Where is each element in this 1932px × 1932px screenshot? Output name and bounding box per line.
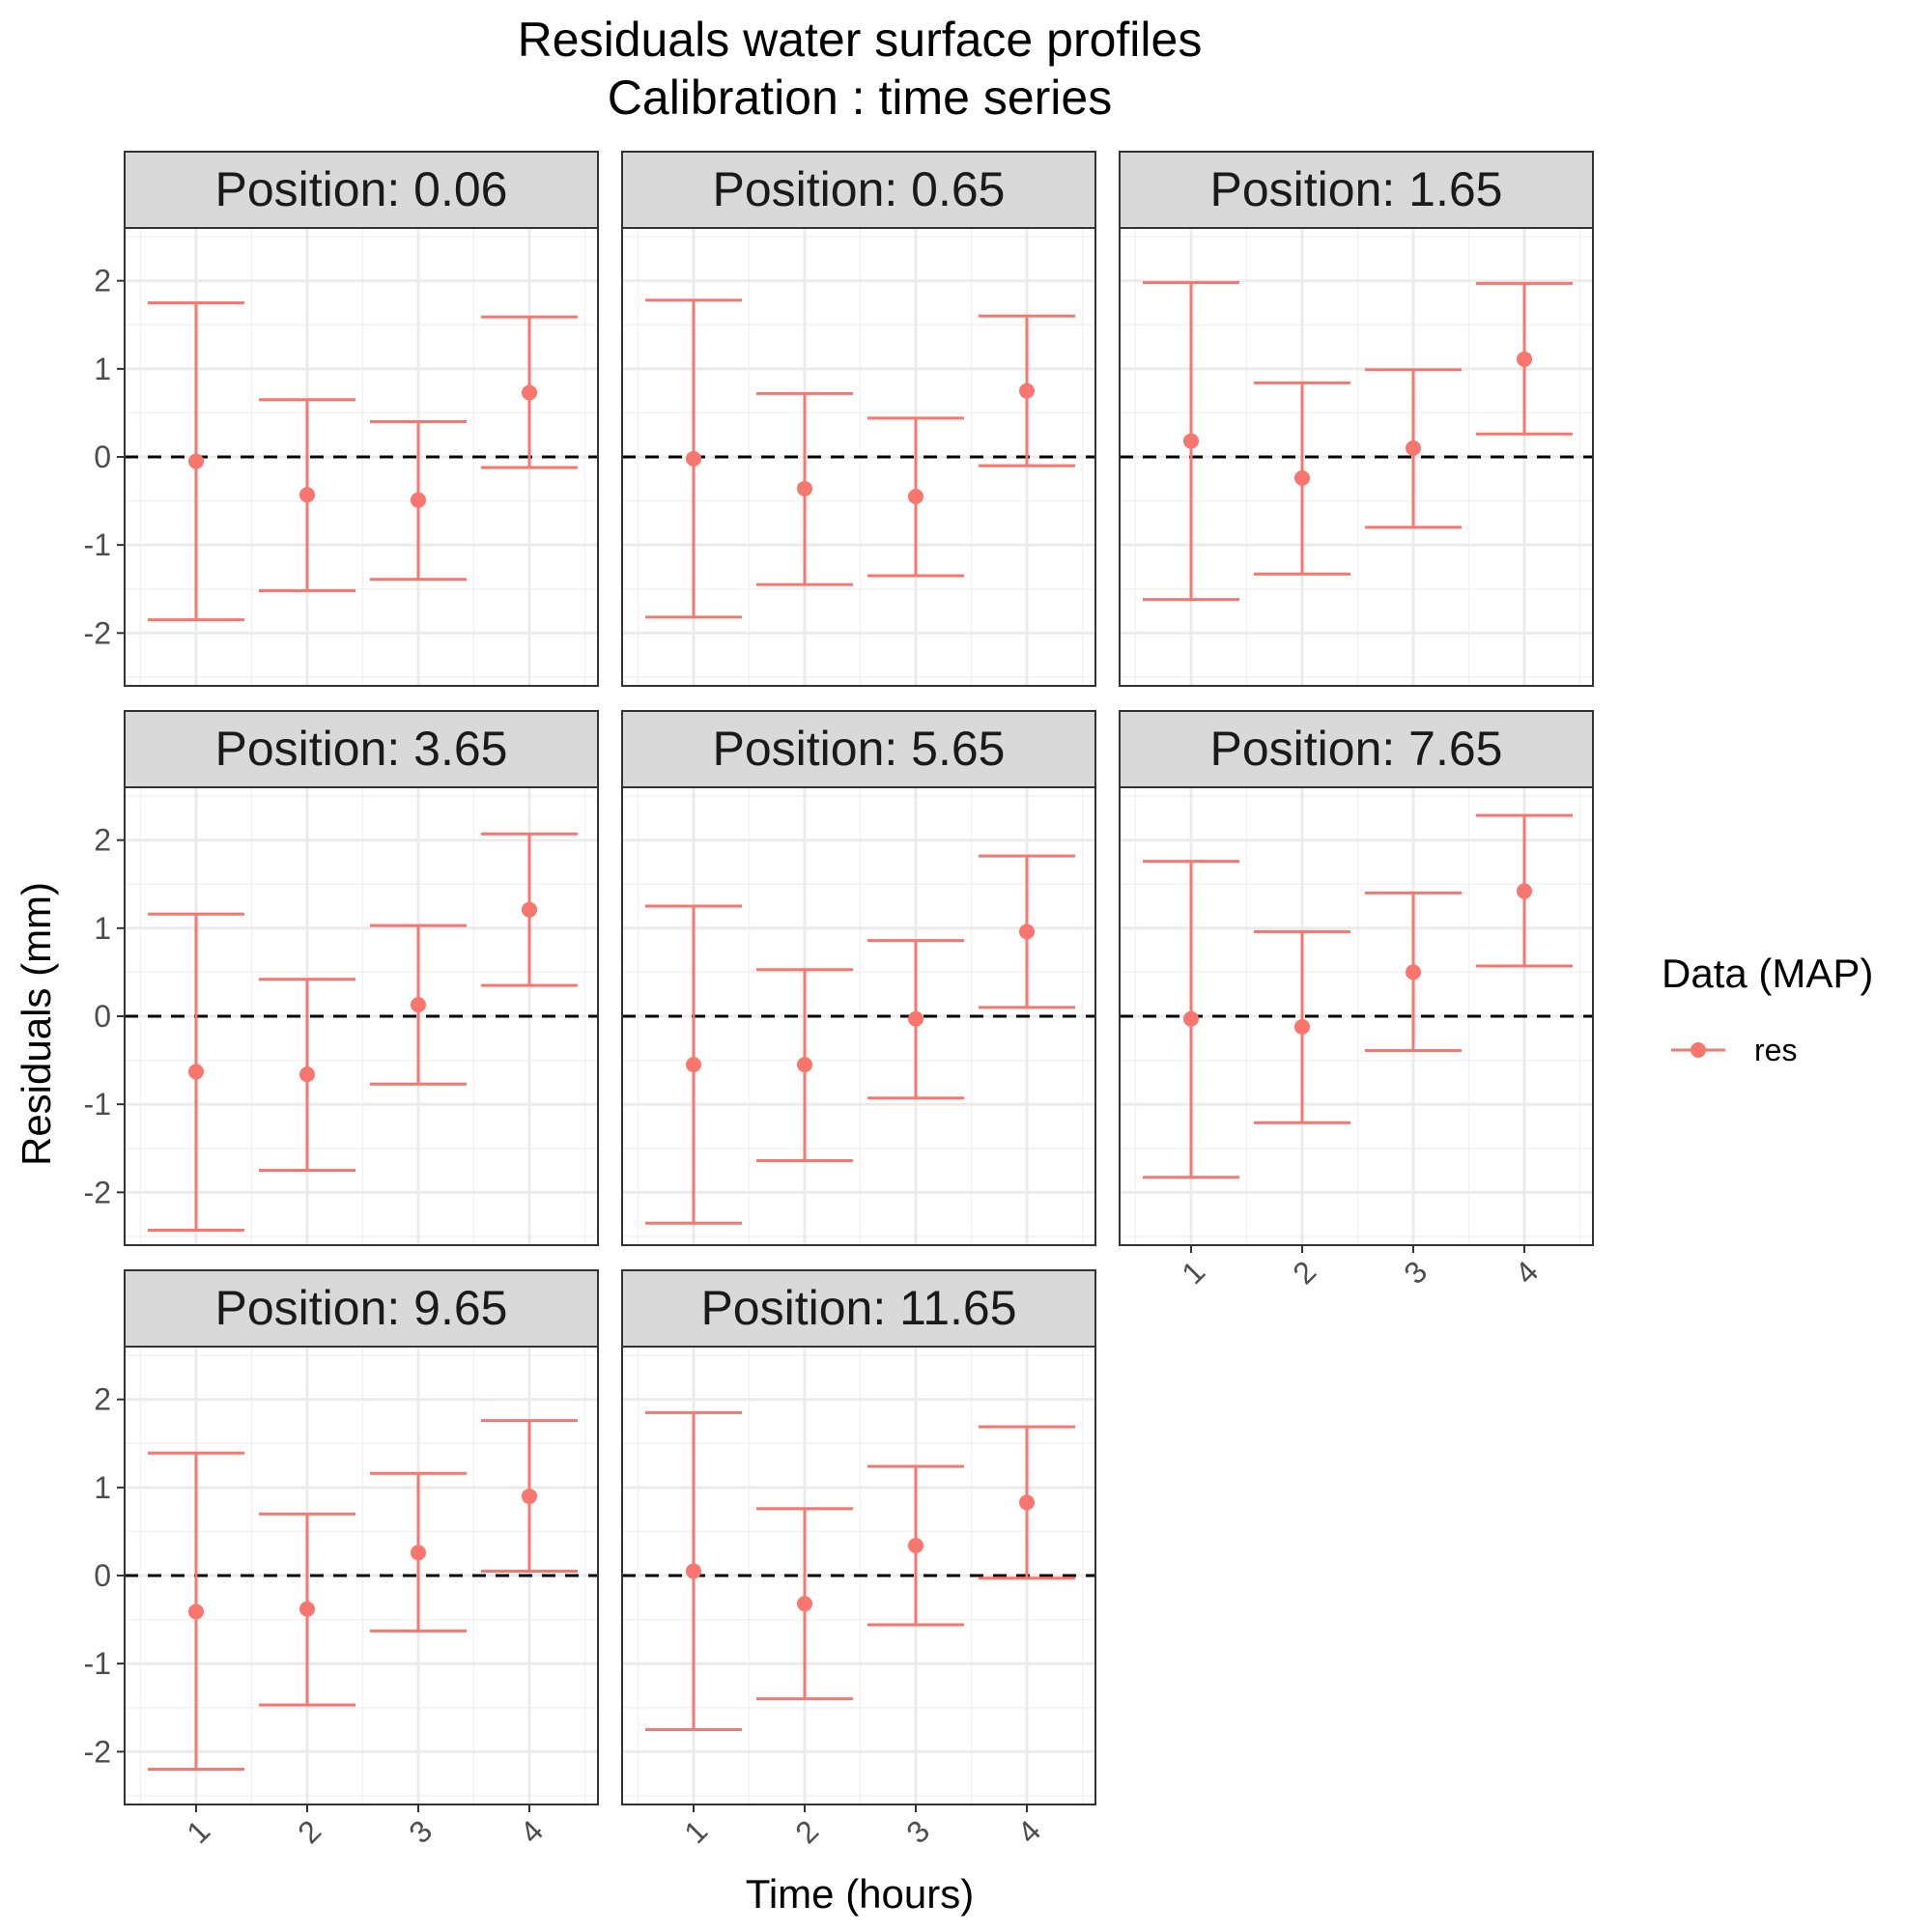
chart-title-line1: Residuals water surface profiles (518, 13, 1203, 67)
panel-border (1119, 786, 1594, 1246)
residual-point (908, 489, 923, 505)
residual-point (1406, 964, 1421, 980)
chart-title-line2: Calibration : time series (608, 71, 1112, 125)
panel-border (1119, 227, 1594, 687)
facet-panel: Position: 9.65 2 1 0 -1 -2 1 2 3 4 (84, 1269, 599, 1850)
residual-point (797, 1596, 812, 1612)
residual-point (299, 1066, 315, 1083)
residual-point (411, 997, 426, 1013)
y-tick-label: 0 (94, 999, 111, 1034)
residual-point (1294, 469, 1310, 486)
facet-strip (124, 1269, 599, 1348)
residual-point (908, 1538, 923, 1554)
x-tick-label: 2 (291, 1813, 327, 1850)
y-tick-label: -2 (84, 615, 111, 650)
facet-strip-label: Position: 1.65 (1210, 162, 1503, 216)
residual-point (188, 453, 204, 469)
x-tick-label: 1 (1175, 1254, 1211, 1291)
facet-panels: Position: 0.06 2 1 0 -1 -2 Position: 0.65 Posit… (84, 151, 1594, 1850)
facet-strip-label: Position: 7.65 (1210, 722, 1503, 776)
facet-strip (124, 151, 599, 229)
residual-point (522, 901, 537, 918)
residual-point (411, 492, 426, 508)
y-tick-label: 1 (94, 1470, 111, 1505)
residual-point (1183, 433, 1199, 449)
x-tick-label: 2 (788, 1813, 825, 1850)
residual-point (1183, 1010, 1199, 1027)
facet-panel: Position: 11.65 1 2 3 4 (621, 1269, 1096, 1850)
facet-strip-label: Position: 5.65 (713, 722, 1006, 776)
residual-point (1517, 351, 1532, 367)
y-tick-label: 1 (94, 352, 111, 386)
facet-panel: Position: 1.65 (1119, 151, 1594, 687)
facet-strip-label: Position: 0.06 (215, 162, 508, 216)
x-tick-label: 4 (1508, 1254, 1545, 1291)
residual-point (411, 1545, 426, 1561)
residual-point (299, 487, 315, 503)
facet-strip-label: Position: 11.65 (700, 1281, 1016, 1335)
residual-point (1019, 383, 1035, 399)
y-tick-label: 0 (94, 1558, 111, 1593)
panel-border (621, 1346, 1096, 1805)
legend: Data (MAP) res (1662, 951, 1873, 1067)
residual-point (686, 450, 701, 467)
y-axis-label: Residuals (mm) (14, 882, 59, 1166)
residual-point (1019, 1494, 1035, 1511)
facet-panel: Position: 0.06 2 1 0 -1 -2 (84, 151, 599, 687)
x-tick-label: 1 (677, 1813, 714, 1850)
x-tick-label: 3 (1397, 1254, 1434, 1291)
y-tick-label: -1 (84, 527, 111, 562)
facet-strip (1119, 151, 1594, 229)
residual-point (797, 1057, 812, 1073)
x-axis-label: Time (hours) (746, 1871, 974, 1917)
legend-title: Data (MAP) (1662, 951, 1873, 996)
x-tick-label: 3 (899, 1813, 936, 1850)
facet-panel: Position: 7.65 1 2 3 4 (1119, 710, 1594, 1291)
y-tick-label: -2 (84, 1734, 111, 1769)
residual-point (686, 1563, 701, 1579)
residual-point (522, 384, 537, 401)
y-tick-label: 2 (94, 823, 111, 858)
legend-key-point (1690, 1042, 1706, 1058)
facet-strip-label: Position: 0.65 (713, 162, 1006, 216)
facet-strip (124, 710, 599, 788)
x-tick-label: 4 (1010, 1813, 1047, 1850)
residual-point (1294, 1018, 1310, 1035)
panel-border (621, 786, 1096, 1246)
facet-strip (621, 710, 1096, 788)
y-tick-label: 1 (94, 911, 111, 946)
facet-panel: Position: 3.65 2 1 0 -1 -2 (84, 710, 599, 1246)
legend-entry-res: res (1754, 1033, 1797, 1067)
residual-point (908, 1010, 923, 1027)
facet-strip-label: Position: 3.65 (215, 722, 508, 776)
y-tick-label: 2 (94, 1382, 111, 1417)
residual-point (797, 480, 812, 497)
residual-point (188, 1064, 204, 1080)
x-tick-label: 1 (180, 1813, 216, 1850)
y-tick-label: 2 (94, 264, 111, 298)
residual-point (1517, 883, 1532, 899)
facet-strip (621, 151, 1096, 229)
y-tick-label: -2 (84, 1175, 111, 1209)
residual-point (522, 1488, 537, 1504)
x-tick-label: 2 (1286, 1254, 1322, 1291)
panel-border (621, 227, 1096, 687)
facet-strip (1119, 710, 1594, 788)
residual-point (1019, 923, 1035, 940)
x-tick-label: 3 (402, 1813, 439, 1850)
residual-point (1406, 440, 1421, 456)
residual-point (188, 1604, 204, 1620)
facet-panel: Position: 5.65 (621, 710, 1096, 1246)
facet-panel: Position: 0.65 (621, 151, 1096, 687)
y-tick-label: 0 (94, 440, 111, 474)
facet-strip-label: Position: 9.65 (215, 1281, 508, 1335)
y-tick-label: -1 (84, 1087, 111, 1122)
residual-point (686, 1057, 701, 1073)
y-tick-label: -1 (84, 1646, 111, 1681)
residual-point (299, 1601, 315, 1617)
x-tick-label: 4 (513, 1813, 550, 1850)
